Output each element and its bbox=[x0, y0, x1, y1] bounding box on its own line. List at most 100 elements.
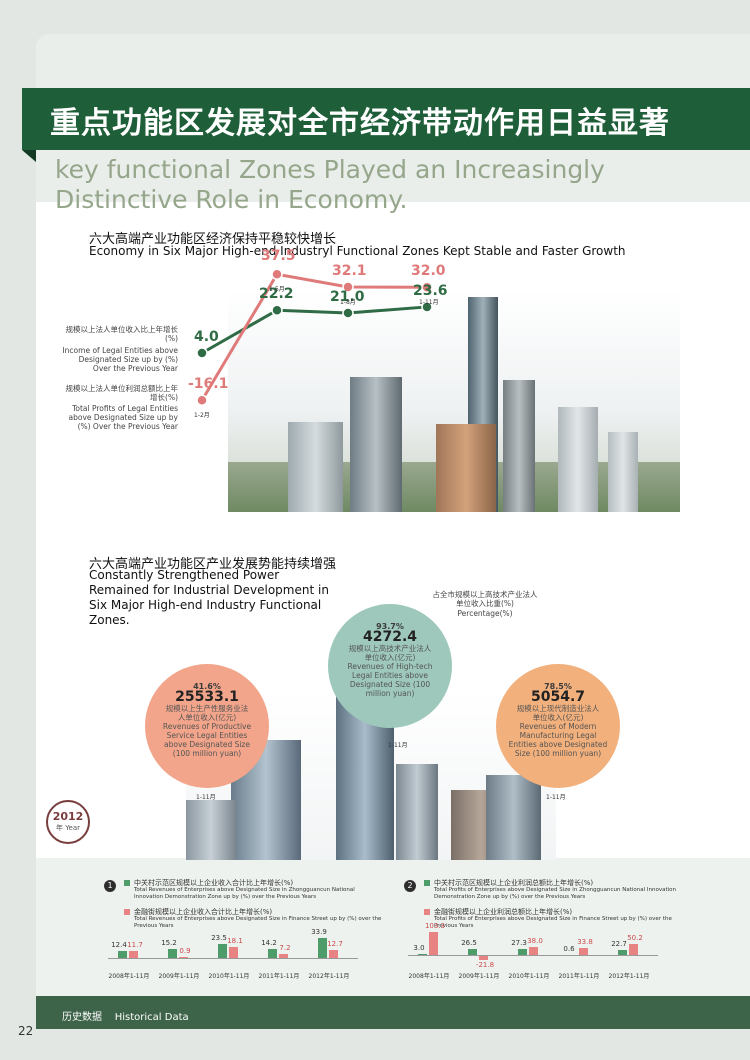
chart2-wrap-pink-bar-3 bbox=[579, 948, 588, 955]
chart1-wrap-x-label-0: 2008年1-11月 bbox=[104, 971, 154, 980]
chart1-wrap-legend-pink: 金融街规模以上企业收入合计比上年增长(%) Total Revenues of E… bbox=[124, 908, 384, 930]
banner-fold bbox=[22, 150, 36, 162]
profit-value-1: 37.5 bbox=[261, 248, 296, 264]
bubble-modern-manufacturing: 78.5% 5054.7 规模以上现代制造业法人单位收入(亿元) Revenue… bbox=[496, 664, 620, 788]
chart1-wrap-x-label-2: 2010年1-11月 bbox=[204, 971, 254, 980]
bubble1-value: 25533.1 bbox=[145, 693, 269, 702]
profit-line bbox=[202, 274, 427, 400]
bubble-productive-service: 41.6% 25533.1 规模以上生产性服务业法人单位收入(亿元) Reven… bbox=[145, 664, 269, 788]
legend-zh: 中关村示范区规模以上企业利润总额比上年增长(%) bbox=[434, 879, 593, 887]
chart2-wrap-legend-pink: 金融街规模以上企业利润总额比上年增长(%) Total Profits of En… bbox=[424, 908, 684, 930]
chart1-wrap-x-label-1: 2009年1-11月 bbox=[154, 971, 204, 980]
legend-swatch bbox=[124, 880, 130, 886]
chart1-wrap-pink-bar-2 bbox=[229, 947, 238, 958]
page-number: 22 bbox=[18, 1024, 33, 1038]
legend-swatch bbox=[124, 909, 130, 915]
chart2-wrap-badge: 2 bbox=[404, 880, 416, 892]
period-label-2: 1-8月 bbox=[340, 297, 356, 306]
chart2-wrap-pink-value-4: 50.2 bbox=[624, 934, 646, 942]
legend-swatch bbox=[424, 880, 430, 886]
bubble3-desc-en: Revenues of Modern Manufacturing Legal E… bbox=[496, 722, 620, 758]
footer-zh: 历史数据 bbox=[62, 1012, 102, 1023]
chart2-wrap-baseline bbox=[408, 955, 658, 956]
footer-en: Historical Data bbox=[115, 1012, 189, 1023]
bubble3-period: 1-11月 bbox=[546, 792, 566, 801]
bubble1-desc-zh: 规模以上生产性服务业法人单位收入(亿元) bbox=[145, 704, 269, 722]
year-badge: 2012 年 Year bbox=[46, 800, 90, 844]
bubble1-period: 1-11月 bbox=[196, 792, 216, 801]
chart1-wrap-green-bar-2 bbox=[218, 944, 227, 958]
year-badge-year: 2012 bbox=[48, 810, 88, 823]
profit-label-zh: 规模以上法人单位利润总额比上年增长(%) bbox=[62, 384, 178, 402]
bubble1-desc-en: Revenues of Productive Service Legal Ent… bbox=[145, 722, 269, 758]
bubble2-value: 4272.4 bbox=[328, 633, 452, 642]
legend-zh: 金融街规模以上企业收入合计比上年增长(%) bbox=[134, 908, 272, 916]
chart1-wrap-legend-green: 中关村示范区规模以上企业收入合计比上年增长(%) Total Revenues o… bbox=[124, 879, 384, 901]
chart2-wrap-x-label-3: 2011年1-11月 bbox=[554, 971, 604, 980]
chart1-wrap-pink-value-0: 11.7 bbox=[124, 941, 146, 949]
legend-zh: 金融街规模以上企业利润总额比上年增长(%) bbox=[434, 908, 572, 916]
chart2-wrap-pink-value-1: -21.8 bbox=[474, 961, 496, 969]
chart2-wrap-pink-value-2: 38.0 bbox=[524, 937, 546, 945]
chart1-wrap-pink-value-4: 12.7 bbox=[324, 940, 346, 948]
chart2-wrap-legend-green: 中关村示范区规模以上企业利润总额比上年增长(%) Total Profits of… bbox=[424, 879, 684, 901]
income-label-zh: 规模以上法人单位收入比上年增长(%) bbox=[62, 325, 178, 343]
period-label-0: 1-2月 bbox=[194, 410, 210, 419]
income-point-1 bbox=[272, 305, 282, 315]
legend-en: Total Profits of Enterprises above Desig… bbox=[424, 887, 684, 901]
footer-label: 历史数据 Historical Data bbox=[62, 1008, 189, 1023]
chart2-wrap-pink-value-0: 103.3 bbox=[424, 922, 446, 930]
chart2-wrap-green-value-3: 0.6 bbox=[558, 945, 580, 953]
chart2-wrap-pink-bar-2 bbox=[529, 947, 538, 955]
chart2-wrap-pink-bar-4 bbox=[629, 944, 638, 955]
profit-point-1 bbox=[272, 270, 282, 279]
bubble2-desc-zh: 规模以上高技术产业法人单位收入(亿元) bbox=[328, 644, 452, 662]
page-title: 重点功能区发展对全市经济带动作用日益显著 bbox=[50, 98, 670, 142]
bubble3-value: 5054.7 bbox=[496, 693, 620, 702]
chart1-wrap-x-label-3: 2011年1-11月 bbox=[254, 971, 304, 980]
profit-label-en: Total Profits of Legal Entities above De… bbox=[62, 404, 178, 431]
chart1-wrap-pink-value-1: 0.9 bbox=[174, 947, 196, 955]
section1-title-en: Economy in Six Major High-end Industryl … bbox=[89, 244, 626, 258]
income-point-2 bbox=[343, 308, 353, 318]
income-label-en: Income of Legal Entities above Designate… bbox=[62, 346, 178, 373]
period-label-3: 1-11月 bbox=[419, 297, 439, 306]
chart2-wrap-x-label-0: 2008年1-11月 bbox=[404, 971, 454, 980]
legend-en: Total Revenues of Enterprises above Desi… bbox=[124, 887, 384, 901]
legend-zh: 中关村示范区规模以上企业收入合计比上年增长(%) bbox=[134, 879, 293, 887]
profit-value-0: -16.1 bbox=[188, 376, 228, 392]
year-badge-label: 年 Year bbox=[48, 823, 88, 833]
chart1-wrap-pink-value-3: 7.2 bbox=[274, 944, 296, 952]
chart1-wrap-badge: 1 bbox=[104, 880, 116, 892]
bubble2-period: 1-11月 bbox=[388, 740, 408, 749]
legend-swatch bbox=[424, 909, 430, 915]
chart1-wrap-pink-bar-4 bbox=[329, 950, 338, 958]
chart2-wrap-x-label-1: 2009年1-11月 bbox=[454, 971, 504, 980]
income-value-0: 4.0 bbox=[194, 329, 219, 345]
page-subtitle: key functional Zones Played an Increasin… bbox=[55, 155, 735, 215]
chart1-wrap-pink-value-2: 18.1 bbox=[224, 937, 246, 945]
bubble3-desc-zh: 规模以上现代制造业法人单位收入(亿元) bbox=[496, 704, 620, 722]
chart2-wrap-x-label-4: 2012年1-11月 bbox=[604, 971, 654, 980]
bubble2-desc-en: Revenues of High-tech Legal Entities abo… bbox=[328, 662, 452, 698]
legend-en: Total Revenues of Enterprises above Desi… bbox=[124, 916, 384, 930]
chart2-wrap-pink-bar-0 bbox=[429, 932, 438, 955]
section2-title-en: Constantly Strengthened Power Remained f… bbox=[89, 568, 339, 628]
chart1-wrap-green-bar-0 bbox=[118, 951, 127, 958]
chart2-wrap-x-label-2: 2010年1-11月 bbox=[504, 971, 554, 980]
chart1-wrap-pink-bar-0 bbox=[129, 951, 138, 958]
period-label-1: 1-5月 bbox=[269, 284, 285, 293]
bubble-high-tech: 93.7% 4272.4 规模以上高技术产业法人单位收入(亿元) Revenue… bbox=[328, 604, 452, 728]
chart1-wrap-green-value-1: 15.2 bbox=[158, 939, 180, 947]
legend-en: Total Profits of Enterprises above Desig… bbox=[424, 916, 684, 930]
income-point-0 bbox=[197, 348, 207, 358]
chart2-wrap-green-value-0: 3.0 bbox=[408, 944, 430, 952]
chart1-wrap-x-label-4: 2012年1-11月 bbox=[304, 971, 354, 980]
profit-value-2: 32.1 bbox=[332, 263, 367, 279]
chart2-wrap-green-value-1: 26.5 bbox=[458, 939, 480, 947]
profit-value-3: 32.0 bbox=[411, 263, 446, 279]
profit-point-0 bbox=[197, 395, 207, 405]
chart2-wrap-pink-value-3: 33.8 bbox=[574, 938, 596, 946]
chart1-wrap-green-value-4: 33.9 bbox=[308, 928, 330, 936]
chart1-wrap-baseline bbox=[108, 958, 358, 959]
